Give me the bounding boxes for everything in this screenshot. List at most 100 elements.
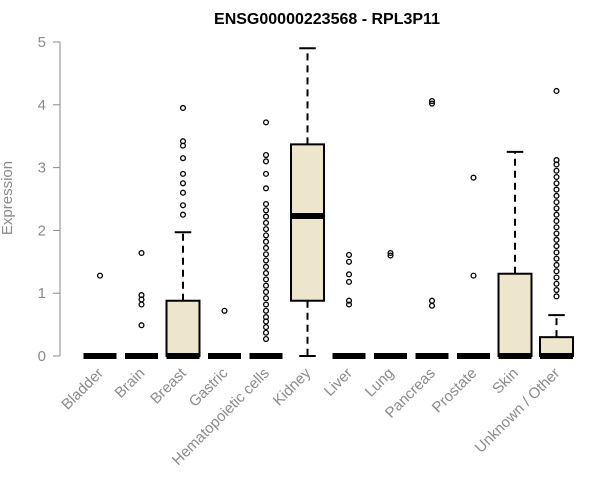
outlier-point bbox=[345, 301, 353, 308]
y-tick-label: 4 bbox=[38, 97, 46, 114]
outlier-point bbox=[345, 258, 353, 265]
outlier-point bbox=[387, 249, 394, 257]
y-tick-label: 3 bbox=[38, 160, 46, 177]
outlier-point bbox=[262, 185, 270, 192]
y-tick-label: 2 bbox=[38, 222, 46, 239]
x-tick-label: Brain bbox=[112, 365, 149, 402]
outlier-point bbox=[179, 138, 187, 145]
outlier-point bbox=[553, 249, 560, 256]
chart-title: ENSG00000223568 - RPL3P11 bbox=[214, 11, 440, 28]
x-tick-label: Lung bbox=[362, 365, 398, 401]
outlier-point bbox=[179, 189, 187, 196]
box-prostate bbox=[457, 174, 490, 359]
outlier-point bbox=[428, 97, 436, 105]
outlier-point bbox=[138, 301, 145, 308]
y-axis-label: Expression bbox=[0, 161, 16, 235]
box-liver bbox=[332, 251, 366, 359]
outlier-point bbox=[428, 302, 436, 309]
outlier-point bbox=[470, 174, 477, 181]
box-kidney bbox=[290, 47, 325, 357]
boxplot-series bbox=[83, 47, 574, 359]
y-tick-label: 0 bbox=[38, 348, 46, 365]
outlier-point bbox=[553, 261, 560, 268]
outlier-point bbox=[553, 173, 560, 181]
outlier-point bbox=[553, 268, 560, 275]
outlier-point bbox=[179, 104, 187, 111]
outlier-point bbox=[262, 329, 270, 336]
outlier-point bbox=[262, 238, 270, 245]
outlier-point bbox=[262, 207, 270, 214]
outlier-point bbox=[553, 217, 560, 225]
outlier-point bbox=[553, 280, 560, 287]
outlier-point bbox=[553, 180, 560, 187]
outlier-point bbox=[428, 297, 436, 304]
outlier-point bbox=[96, 272, 104, 279]
outlier-point bbox=[553, 224, 560, 231]
outlier-point bbox=[262, 314, 270, 321]
outlier-point bbox=[387, 252, 394, 259]
outlier-point bbox=[553, 274, 560, 281]
outlier-point bbox=[262, 219, 270, 226]
outlier-point bbox=[262, 276, 270, 283]
outlier-point bbox=[262, 200, 270, 208]
outlier-point bbox=[262, 257, 270, 264]
x-tick-label: Prostate bbox=[429, 365, 481, 417]
outlier-point bbox=[553, 230, 560, 237]
x-tick-label: Liver bbox=[321, 365, 356, 400]
outlier-point bbox=[179, 180, 187, 187]
outlier-point bbox=[262, 263, 270, 270]
outlier-point bbox=[470, 272, 477, 279]
outlier-point bbox=[553, 293, 560, 300]
outlier-point bbox=[553, 167, 560, 174]
outlier-point bbox=[262, 226, 270, 233]
y-tick-label: 5 bbox=[38, 34, 46, 51]
outlier-point bbox=[138, 249, 145, 257]
outlier-point bbox=[179, 170, 187, 177]
outlier-point bbox=[262, 288, 270, 295]
outlier-point bbox=[262, 295, 270, 302]
outlier-point bbox=[179, 211, 187, 218]
outlier-point bbox=[345, 278, 353, 285]
outlier-point bbox=[221, 307, 228, 314]
outlier-point bbox=[553, 192, 560, 199]
outlier-point bbox=[138, 322, 145, 329]
x-tick-label: Bladder bbox=[58, 365, 107, 414]
outlier-point bbox=[553, 287, 560, 294]
outlier-point bbox=[262, 119, 270, 126]
outlier-point bbox=[345, 297, 353, 304]
outlier-point bbox=[553, 236, 560, 243]
box-iqr bbox=[165, 299, 201, 357]
outlier-point bbox=[262, 335, 270, 343]
outlier-point bbox=[345, 251, 353, 258]
outlier-point bbox=[138, 292, 145, 299]
x-tick-label: Breast bbox=[147, 364, 190, 407]
outlier-point bbox=[262, 158, 270, 165]
box-iqr bbox=[497, 272, 533, 357]
y-axis: 0 1 2 3 4 5 bbox=[38, 34, 61, 365]
outlier-point bbox=[553, 87, 560, 95]
outlier-point bbox=[345, 271, 353, 278]
outlier-point bbox=[262, 307, 270, 314]
outlier-point bbox=[553, 205, 560, 212]
box-pancreas bbox=[415, 97, 449, 359]
outlier-point bbox=[262, 213, 270, 220]
outlier-point bbox=[428, 100, 436, 107]
outlier-point bbox=[553, 255, 560, 262]
outlier-point bbox=[262, 282, 270, 289]
outlier-point bbox=[553, 243, 560, 250]
box-bladder bbox=[83, 272, 117, 359]
y-tick-label: 1 bbox=[38, 285, 46, 302]
outlier-point bbox=[553, 211, 560, 218]
box-lung bbox=[374, 249, 407, 359]
outlier-point bbox=[262, 270, 270, 277]
box-iqr bbox=[290, 143, 325, 302]
outlier-point bbox=[262, 232, 270, 239]
box-gastric bbox=[208, 307, 241, 359]
x-tick-label: Kidney bbox=[270, 364, 315, 409]
outlier-point bbox=[262, 251, 270, 258]
outlier-point bbox=[262, 244, 270, 252]
box-hematopoietic-cells bbox=[249, 119, 283, 359]
outlier-point bbox=[262, 301, 270, 308]
outlier-point bbox=[179, 202, 187, 209]
